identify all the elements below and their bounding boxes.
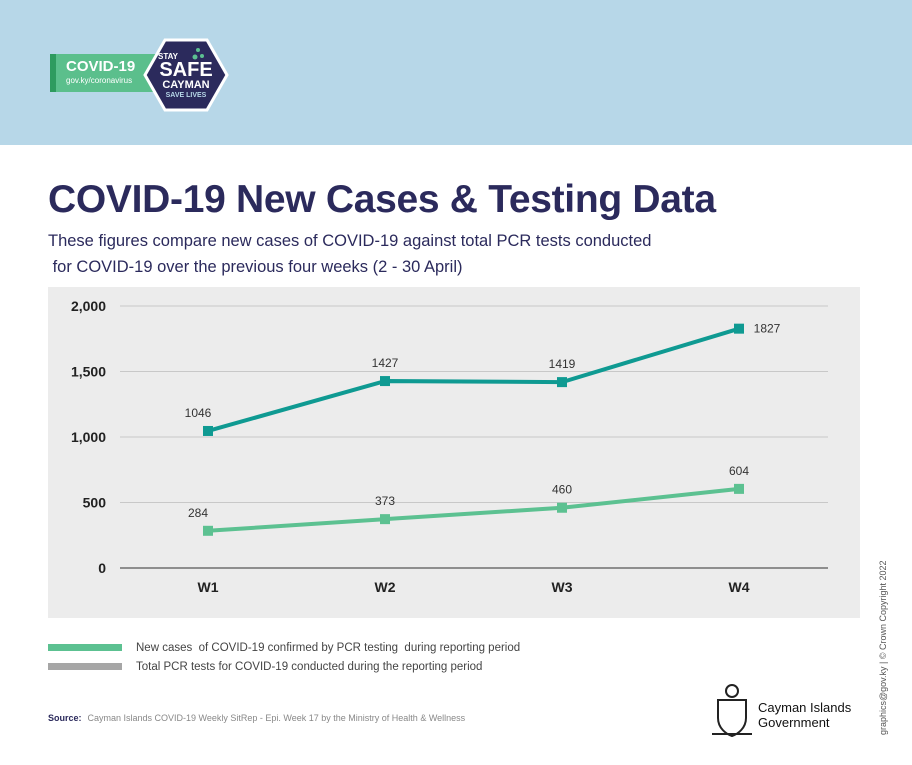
data-label: 1427	[372, 356, 399, 370]
source-text: Cayman Islands COVID-19 Weekly SitRep - …	[87, 713, 466, 723]
data-point	[203, 425, 213, 436]
logo-save-lives: SAVE LIVES	[165, 92, 207, 99]
stay-safe-logo: STAY SAFE CAYMAN SAVE LIVES	[143, 38, 229, 112]
gov-name: Cayman Islands	[758, 700, 852, 715]
data-point	[557, 502, 567, 513]
x-tick-label: W3	[552, 579, 573, 595]
logo-cayman: CAYMAN	[162, 79, 210, 91]
legend-item-total-tests: Total PCR tests for COVID-19 conducted d…	[48, 661, 482, 673]
data-label: 460	[552, 483, 572, 497]
y-tick-label: 2,000	[71, 298, 106, 314]
data-point	[203, 525, 213, 536]
legend-swatch	[48, 663, 122, 671]
badge-url: gov.ky/coronavirus	[66, 76, 133, 85]
data-label: 1046	[185, 406, 212, 420]
logo-safe: SAFE	[159, 59, 213, 81]
copyright-note: graphics@gov.ky | © Crown Copyright 2022	[878, 560, 888, 735]
page-title: COVID-19 New Cases & Testing Data	[48, 178, 716, 221]
y-tick-label: 1,500	[71, 364, 106, 380]
y-tick-label: 0	[98, 560, 106, 576]
data-label: 604	[729, 464, 749, 478]
data-point	[734, 323, 744, 334]
data-point	[734, 483, 744, 494]
chart-area: 0 500 1,000 1,500 2,000 W1 W2 W3 W4 1046 1427 1419 1…	[48, 287, 860, 618]
data-label: 1419	[549, 357, 576, 371]
data-point	[380, 376, 390, 387]
data-label: 284	[188, 506, 208, 520]
data-point	[380, 514, 390, 525]
data-label: 373	[375, 494, 395, 508]
x-tick-label: W1	[198, 579, 219, 595]
header-banner: COVID-19 gov.ky/coronavirus STAY SAFE CA…	[0, 0, 912, 145]
x-tick-label: W4	[729, 579, 750, 595]
subtitle-line1: These figures compare new cases of COVID…	[48, 232, 652, 250]
series-line	[207, 326, 740, 433]
coat-of-arms-icon	[712, 684, 752, 738]
legend-label: Total PCR tests for COVID-19 conducted d…	[136, 661, 483, 673]
source-label: Source:	[48, 713, 82, 723]
series-line	[207, 486, 740, 533]
legend-item-new-cases: New cases of COVID-19 confirmed by PCR t…	[48, 642, 520, 654]
badge-title: COVID-19	[66, 58, 136, 75]
y-tick-label: 1,000	[71, 429, 106, 445]
gov-sub: Government	[758, 715, 830, 730]
government-logo: Cayman Islands Government	[710, 682, 851, 745]
line-chart: 0 500 1,000 1,500 2,000 W1 W2 W3 W4 1046 1427 1419 1…	[71, 298, 828, 595]
subtitle-line2: for COVID-19 over the previous four week…	[48, 258, 463, 276]
data-point	[557, 377, 567, 388]
x-tick-label: W2	[375, 579, 396, 595]
data-label: 1827	[754, 322, 781, 336]
legend-swatch	[48, 644, 122, 652]
y-tick-label: 500	[83, 495, 107, 511]
legend-label: New cases of COVID-19 confirmed by PCR t…	[136, 642, 521, 654]
logo-stay: STAY	[157, 52, 178, 61]
source-note: Source: Cayman Islands COVID-19 Weekly Si…	[48, 713, 465, 723]
